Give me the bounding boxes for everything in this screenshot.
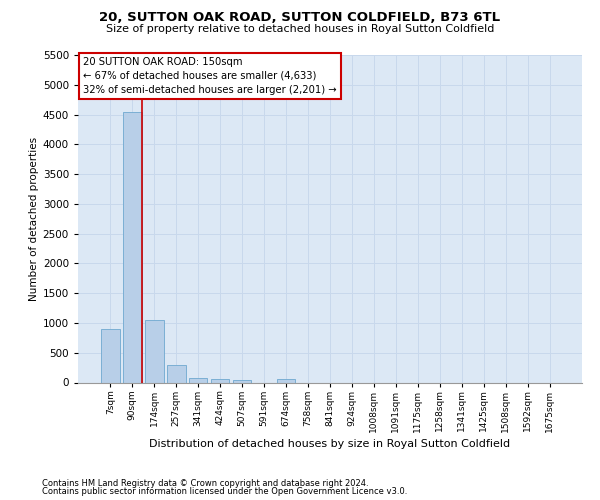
Text: Contains HM Land Registry data © Crown copyright and database right 2024.: Contains HM Land Registry data © Crown c…	[42, 478, 368, 488]
Bar	[123, 112, 142, 382]
Bar	[167, 364, 185, 382]
Bar	[145, 320, 164, 382]
Bar	[101, 329, 119, 382]
Y-axis label: Number of detached properties: Number of detached properties	[29, 136, 38, 301]
Text: 20, SUTTON OAK ROAD, SUTTON COLDFIELD, B73 6TL: 20, SUTTON OAK ROAD, SUTTON COLDFIELD, B…	[100, 11, 500, 24]
Text: 20 SUTTON OAK ROAD: 150sqm
← 67% of detached houses are smaller (4,633)
32% of s: 20 SUTTON OAK ROAD: 150sqm ← 67% of deta…	[83, 56, 337, 94]
Text: Contains public sector information licensed under the Open Government Licence v3: Contains public sector information licen…	[42, 488, 407, 496]
Bar	[277, 379, 295, 382]
Bar	[211, 378, 229, 382]
Text: Size of property relative to detached houses in Royal Sutton Coldfield: Size of property relative to detached ho…	[106, 24, 494, 34]
Bar	[189, 378, 208, 382]
X-axis label: Distribution of detached houses by size in Royal Sutton Coldfield: Distribution of detached houses by size …	[149, 438, 511, 448]
Bar	[233, 380, 251, 382]
